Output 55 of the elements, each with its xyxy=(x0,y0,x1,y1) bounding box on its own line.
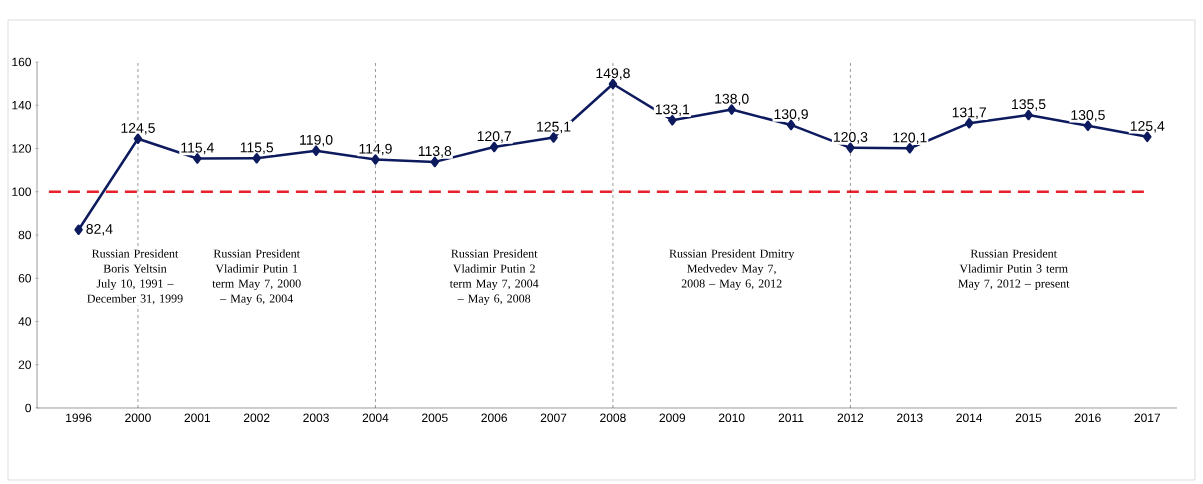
data-label: 120,7 xyxy=(477,131,511,143)
x-tick-label: 2008 xyxy=(600,413,626,423)
x-tick-label: 2007 xyxy=(540,413,567,423)
x-tick-label: 1996 xyxy=(66,413,92,423)
x-tick-label: 2010 xyxy=(718,413,745,423)
annotation: Russian President Vladimir Putin 3 term May 7, 2012 – present xyxy=(958,249,1070,291)
y-tick-label: 40 xyxy=(18,317,32,326)
data-label: 130,5 xyxy=(1071,110,1105,122)
annotation: Russian President Vladimir Putin 2 term May 7, 2004 – May 6, 2008 xyxy=(449,249,539,306)
x-tick-label: 2001 xyxy=(184,413,211,423)
data-label: 131,7 xyxy=(952,107,986,119)
data-label: 115,5 xyxy=(240,142,274,155)
x-tick-label: 2009 xyxy=(659,413,686,423)
annotation: Russian President Boris Yeltsin July 10, 1991 – December 31, 1999 xyxy=(87,249,183,305)
point xyxy=(549,132,558,143)
x-tick-label: 2017 xyxy=(1134,413,1161,423)
data-label: 138,0 xyxy=(715,93,749,106)
x-tick-label: 2003 xyxy=(303,413,329,423)
y-tick-label: 20 xyxy=(18,360,32,369)
x-tick-label: 2011 xyxy=(778,413,804,423)
y-tick-label: 0 xyxy=(25,403,32,413)
x-tick-label: 2004 xyxy=(362,413,389,423)
data-label: 125,4 xyxy=(1130,121,1165,133)
point xyxy=(905,143,915,154)
x-tick-label: 2015 xyxy=(1015,413,1042,423)
y-tick-label: 120 xyxy=(12,144,32,153)
data-label: 124,5 xyxy=(121,122,155,135)
data-label: 125,1 xyxy=(537,121,571,134)
y-tick-label: 140 xyxy=(12,101,32,110)
x-tick-label: 2006 xyxy=(481,413,507,423)
y-tick-label: 100 xyxy=(12,187,32,196)
x-tick-label: 2005 xyxy=(422,413,448,423)
data-label: 119,0 xyxy=(300,134,333,147)
x-tick-label: 2000 xyxy=(125,413,151,423)
data-label: 115,4 xyxy=(181,142,214,155)
data-label: 135,5 xyxy=(1012,99,1046,111)
y-tick-label: 80 xyxy=(18,230,32,240)
x-tick-label: 2012 xyxy=(837,413,864,423)
x-tick-label: 2013 xyxy=(897,413,923,423)
data-label: 133,1 xyxy=(655,104,690,116)
data-label: 130,9 xyxy=(774,109,808,121)
y-tick-label: 60 xyxy=(18,273,32,283)
data-label: 113,8 xyxy=(418,146,452,158)
x-tick-label: 2014 xyxy=(956,413,983,423)
x-tick-label: 2002 xyxy=(243,413,270,423)
annotation: Russian President Vladimir Putin 1 term May 7, 2000 – May 6, 2004 xyxy=(212,249,301,306)
x-tick-label: 2016 xyxy=(1075,413,1101,423)
data-label: 120,3 xyxy=(833,132,868,144)
data-label: 120,1 xyxy=(893,132,927,145)
y-tick-label: 160 xyxy=(12,57,32,67)
data-label: 149,8 xyxy=(596,68,630,80)
data-label: 114,9 xyxy=(359,143,392,156)
annotation: Russian President Dmitry Medvedev May 7, 2008 – May 6, 2012 xyxy=(669,249,795,291)
data-label: 82,4 xyxy=(86,224,113,236)
point xyxy=(74,224,83,236)
